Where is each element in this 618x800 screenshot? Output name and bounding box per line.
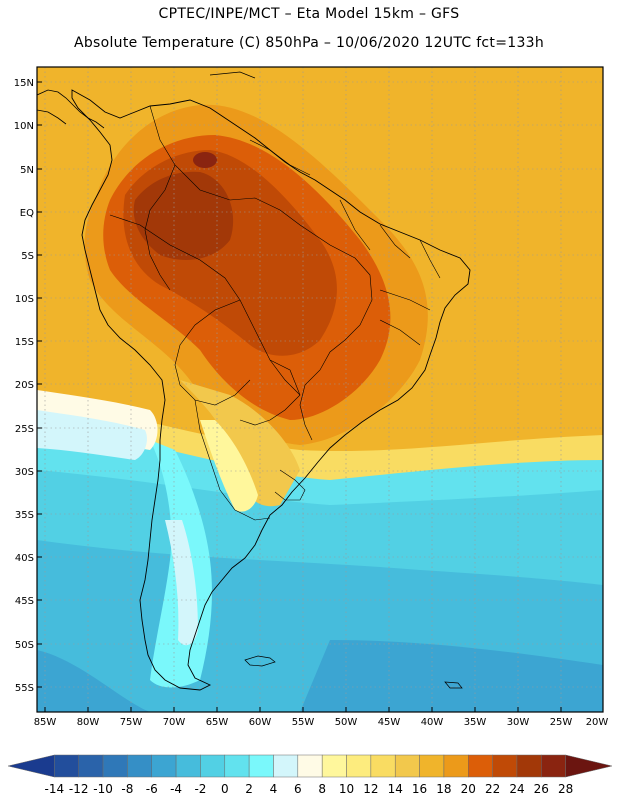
colorbar-label: 12 [363, 782, 378, 796]
falklands-coastline [244, 655, 276, 667]
colorbar-label: 0 [221, 782, 229, 796]
colorbar-label: 28 [558, 782, 573, 796]
lon-ticks [44, 707, 562, 712]
lat-label: EQ [20, 208, 34, 219]
lat-label: 35S [15, 510, 34, 521]
lat-label: 20S [15, 380, 34, 391]
colorbar-swatch [370, 754, 396, 778]
colorbar-label: 2 [245, 782, 253, 796]
colorbar-swatch [394, 754, 420, 778]
colorbar-swatch [419, 754, 445, 778]
lon-label: 75W [120, 717, 143, 728]
map-subtitle: Absolute Temperature (C) 850hPa – 10/06/… [73, 35, 545, 51]
lon-label: 50W [335, 717, 358, 728]
colorbar-label: -8 [121, 782, 133, 796]
colorbar-swatch [127, 754, 152, 778]
lat-label: 10S [15, 294, 34, 305]
colorbar-label: -4 [170, 782, 182, 796]
lat-label: 10N [14, 121, 34, 132]
colorbar-swatch [516, 754, 542, 778]
colorbar-swatch [78, 754, 104, 778]
lon-label: 25W [550, 717, 573, 728]
south-america-coastline [71, 89, 471, 691]
colorbar-swatch [468, 754, 493, 778]
colorbar-swatch [297, 754, 323, 778]
colorbar-label: 18 [436, 782, 451, 796]
colorbar-swatch [102, 754, 128, 778]
map-title: CPTEC/INPE/MCT – Eta Model 15km – GFS [158, 6, 460, 22]
lon-label: 60W [249, 717, 272, 728]
colorbar-swatch [151, 754, 177, 778]
lat-label: 40S [15, 553, 34, 564]
lon-label: 20W [586, 717, 609, 728]
country-borders [109, 105, 441, 521]
south-georgia-coastline [444, 681, 463, 689]
colorbar-swatch [224, 754, 250, 778]
lat-label: 5N [20, 165, 34, 176]
colorbar-swatch [248, 754, 274, 778]
lat-label: 55S [15, 683, 34, 694]
colorbar-label: -12 [69, 782, 89, 796]
lon-label: 70W [163, 717, 186, 728]
colorbar-label: 24 [509, 782, 524, 796]
lon-label: 55W [292, 717, 315, 728]
colorbar-swatch [200, 754, 226, 778]
colorbar-swatch [565, 754, 613, 778]
lon-label: 45W [378, 717, 401, 728]
colorbar-label: -10 [93, 782, 113, 796]
colorbar-swatch [321, 754, 347, 778]
colorbar-label: 16 [412, 782, 427, 796]
map-frame [36, 66, 604, 713]
colorbar-swatch [443, 754, 469, 778]
colorbar-label: 6 [294, 782, 302, 796]
colorbar-label: 10 [339, 782, 354, 796]
colorbar-label: -2 [194, 782, 206, 796]
colorbar-label: 14 [388, 782, 403, 796]
colorbar-swatch [7, 754, 55, 778]
colorbar-swatch [346, 754, 372, 778]
lat-label: 25S [15, 424, 34, 435]
colorbar-label: 26 [534, 782, 549, 796]
lon-label: 30W [507, 717, 530, 728]
lon-label: 80W [77, 717, 100, 728]
colorbar-label: 22 [485, 782, 500, 796]
colorbar-swatch [54, 754, 79, 778]
colorbar-swatch [175, 754, 201, 778]
colorbar-swatch [492, 754, 518, 778]
lat-label: 30S [15, 467, 34, 478]
lat-label: 15S [15, 337, 34, 348]
colorbar-label: -6 [146, 782, 158, 796]
colorbar-label: 4 [270, 782, 278, 796]
colorbar: -14 -12 -10 -8 -6 -4 -2 0 2 4 6 8 10 12 14 16 18 20 22 24 26… [7, 754, 613, 796]
lat-label: 50S [15, 640, 34, 651]
temperature-field [37, 67, 603, 712]
lon-label: 40W [421, 717, 444, 728]
lat-label: 45S [15, 596, 34, 607]
colorbar-label: 20 [461, 782, 476, 796]
lat-label: 15N [14, 78, 34, 89]
lon-label: 35W [464, 717, 487, 728]
colorbar-swatch [541, 754, 566, 778]
lat-ticks [37, 81, 42, 688]
lat-label: 5S [21, 251, 34, 262]
colorbar-swatch [273, 754, 299, 778]
lon-label: 85W [34, 717, 57, 728]
colorbar-label: 8 [318, 782, 326, 796]
lon-label: 65W [206, 717, 229, 728]
colorbar-label: -14 [45, 782, 65, 796]
central-america-coastline [37, 71, 256, 129]
